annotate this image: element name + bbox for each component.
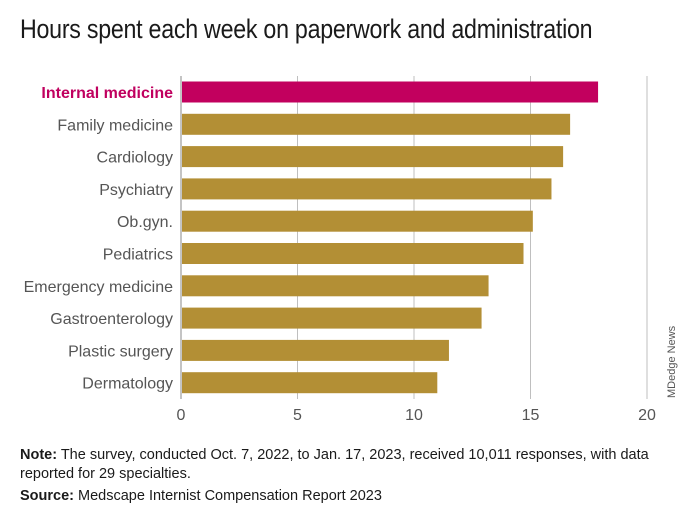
x-tick-label-15: 15	[522, 407, 540, 424]
source-label: Source:	[20, 488, 74, 504]
category-label-ob-gyn: Ob.gyn.	[117, 214, 173, 231]
x-tick-label-0: 0	[177, 407, 186, 424]
bar-dermatology	[182, 372, 438, 394]
category-label-emergency-medicine: Emergency medicine	[24, 279, 174, 296]
category-label-psychiatry: Psychiatry	[99, 182, 173, 199]
bar-chart: Internal medicine Family medicine Cardiolo…	[24, 76, 678, 424]
category-label-cardiology: Cardiology	[97, 150, 173, 167]
note-text: The survey, conducted Oct. 7, 2022, to J…	[20, 447, 649, 482]
category-label-plastic-surgery: Plastic surgery	[68, 343, 173, 360]
bar-ob-gyn	[182, 210, 533, 232]
category-labels: Internal medicine Family medicine Cardiolo…	[24, 85, 174, 393]
category-label-pediatrics: Pediatrics	[103, 247, 173, 264]
x-axis-tick-labels: 0 5 10 15 20	[177, 407, 656, 424]
bar-pediatrics	[182, 243, 524, 264]
note-label: Note:	[20, 447, 58, 463]
bars	[182, 81, 599, 394]
bar-plastic-surgery	[182, 339, 449, 361]
x-tick-label-20: 20	[638, 407, 656, 424]
category-label-internal-medicine: Internal medicine	[41, 85, 173, 102]
credit-text: MDedge News	[666, 325, 678, 398]
category-label-gastroenterology: Gastroenterology	[50, 311, 173, 328]
source-text: Medscape Internist Compensation Report 2…	[74, 488, 382, 504]
note: Note: The survey, conducted Oct. 7, 2022…	[20, 446, 680, 484]
source: Source: Medscape Internist Compensation …	[20, 488, 382, 504]
bar-emergency-medicine	[182, 275, 489, 297]
bar-psychiatry	[182, 178, 552, 200]
x-tick-label-5: 5	[293, 407, 302, 424]
bar-internal-medicine	[182, 81, 599, 103]
category-label-family-medicine: Family medicine	[57, 117, 173, 134]
bar-family-medicine	[182, 113, 571, 135]
bar-cardiology	[182, 146, 564, 168]
chart-title: Hours spent each week on paperwork and a…	[20, 14, 593, 44]
x-tick-label-10: 10	[405, 407, 423, 424]
category-label-dermatology: Dermatology	[82, 376, 173, 393]
bar-gastroenterology	[182, 307, 482, 329]
